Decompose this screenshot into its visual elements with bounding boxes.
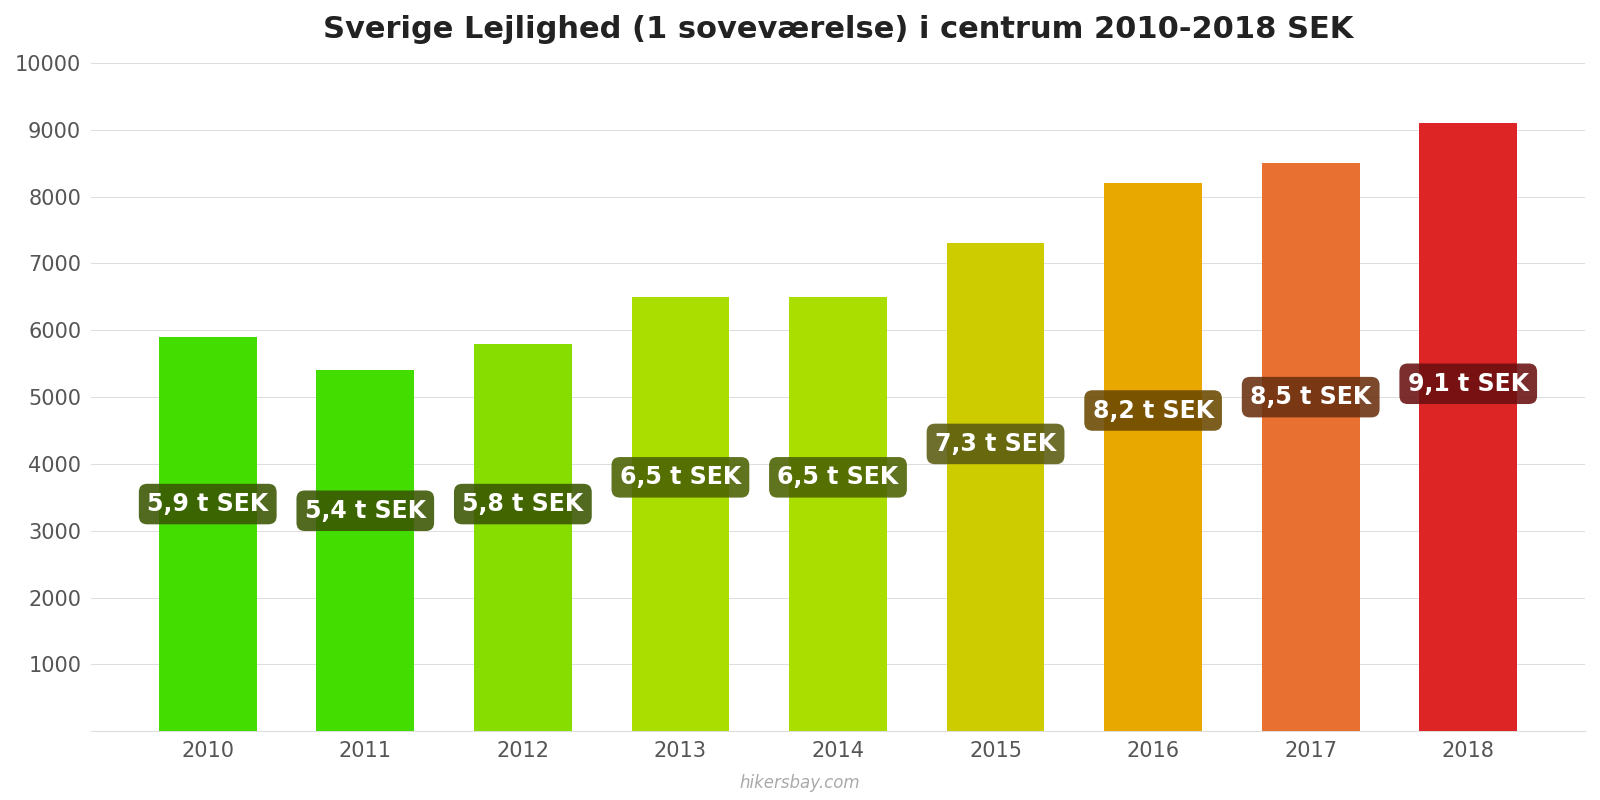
Bar <box>632 297 730 731</box>
Bar <box>1262 163 1360 731</box>
Bar <box>474 344 571 731</box>
Text: hikersbay.com: hikersbay.com <box>739 774 861 792</box>
Title: Sverige Lejlighed (1 soveværelse) i centrum 2010-2018 SEK: Sverige Lejlighed (1 soveværelse) i cent… <box>323 15 1354 44</box>
Bar <box>1419 123 1517 731</box>
Text: 8,2 t SEK: 8,2 t SEK <box>1093 398 1214 422</box>
Bar <box>1104 183 1202 731</box>
Text: 5,8 t SEK: 5,8 t SEK <box>462 492 584 516</box>
Text: 9,1 t SEK: 9,1 t SEK <box>1408 372 1530 396</box>
Text: 7,3 t SEK: 7,3 t SEK <box>934 432 1056 456</box>
Text: 5,4 t SEK: 5,4 t SEK <box>304 498 426 522</box>
Bar <box>789 297 886 731</box>
Bar <box>947 243 1045 731</box>
Bar <box>158 337 256 731</box>
Bar <box>317 370 414 731</box>
Text: 6,5 t SEK: 6,5 t SEK <box>619 466 741 490</box>
Text: 6,5 t SEK: 6,5 t SEK <box>778 466 899 490</box>
Text: 8,5 t SEK: 8,5 t SEK <box>1250 385 1371 409</box>
Text: 5,9 t SEK: 5,9 t SEK <box>147 492 269 516</box>
